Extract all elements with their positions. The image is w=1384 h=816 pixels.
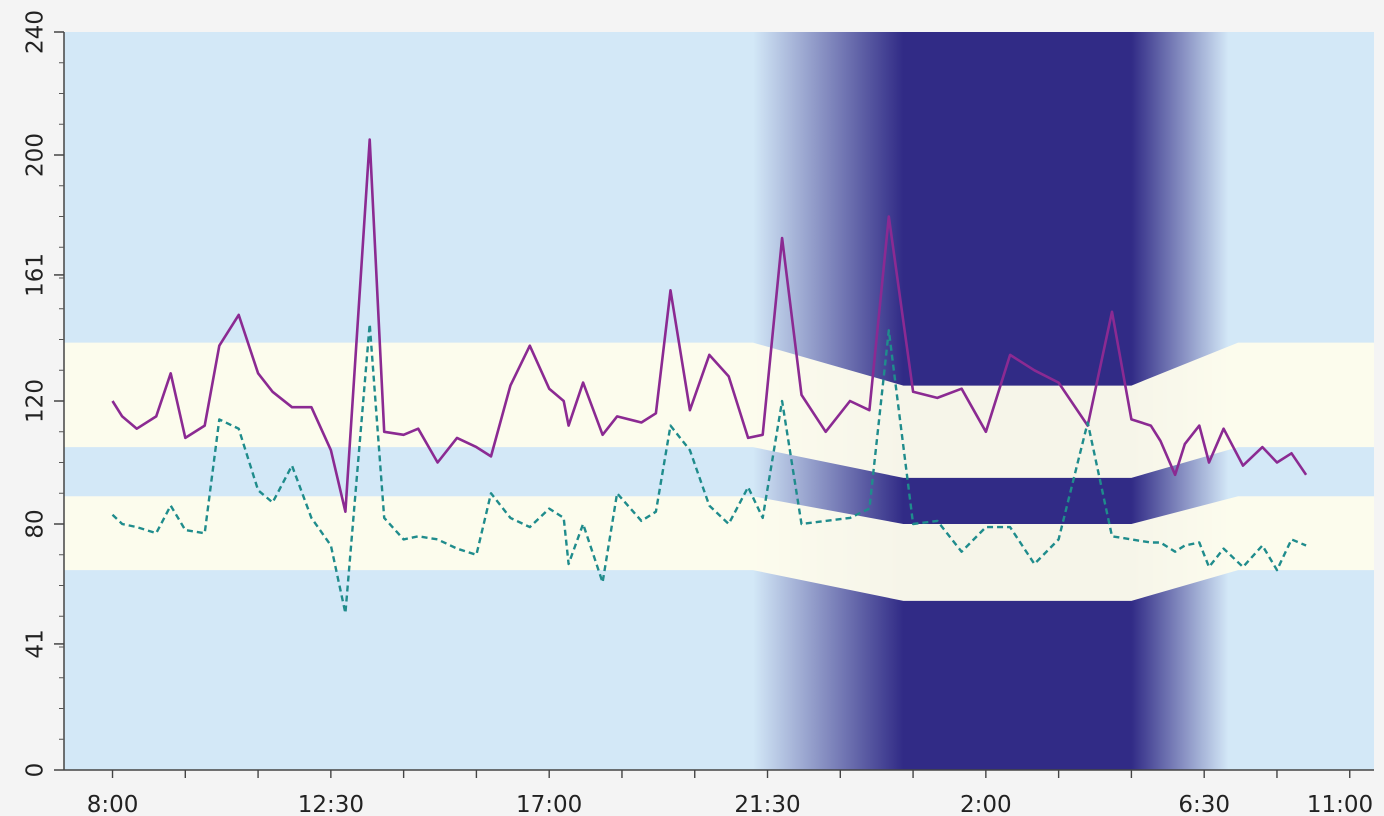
x-tick-label: 2:00 (960, 792, 1012, 816)
x-tick-label: 8:00 (87, 792, 139, 816)
systolic-target-band (64, 342, 1374, 478)
y-tick-label: 41 (23, 629, 49, 658)
x-tick-label: 6:30 (1178, 792, 1230, 816)
systolic-series-line (111, 138, 1308, 514)
series-lines (111, 138, 1308, 615)
y-tick-label: 0 (23, 763, 49, 778)
x-tick-label: 21:30 (734, 792, 800, 816)
diastolic-series-line (111, 322, 1307, 615)
x-tick-label: 12:30 (298, 792, 364, 816)
y-tick-label: 240 (23, 10, 49, 54)
y-tick-label: 161 (23, 253, 49, 297)
y-tick-label: 120 (23, 379, 49, 423)
y-tick-label: 200 (23, 133, 49, 177)
target-bands (64, 342, 1374, 601)
axes: 0 41 80 120 161 200 240 8:00 12:30 17:00 21:30 2:00… (23, 10, 1374, 816)
x-tick-label: 17:00 (516, 792, 582, 816)
diastolic-target-band (64, 496, 1374, 601)
x-tick-label: 11:00 (1307, 792, 1373, 816)
y-tick-label: 80 (23, 509, 49, 538)
